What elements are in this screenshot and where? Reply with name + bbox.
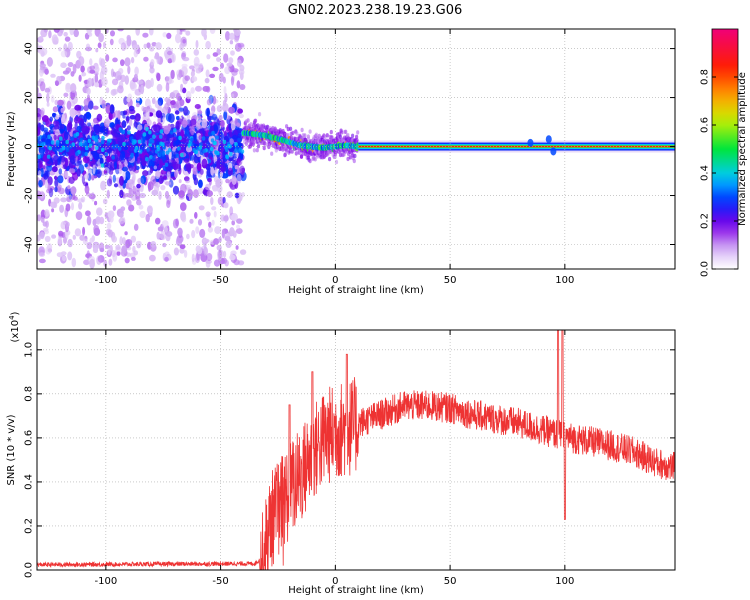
colorbar-tick-label: 0.2 (700, 213, 711, 229)
y-tick-label: -20 (24, 187, 35, 203)
spectrogram-panel: -100 -50 0 50 100 -40 -20 0 20 40 Height of straig… (6, 28, 676, 296)
y-tick-label: 0.8 (24, 386, 35, 402)
x-tick-label: 50 (444, 576, 457, 587)
y-axis-label: Frequency (Hz) (6, 111, 17, 187)
y-axis-exponent: (x104) (8, 311, 21, 342)
y-tick-label: 0.0 (24, 562, 35, 578)
x-tick-label: -50 (212, 576, 228, 587)
spectrogram-grid (37, 29, 675, 269)
spectrogram-plot-area (37, 29, 675, 269)
spectrogram-steady-tone (358, 135, 675, 156)
x-axis-label: Height of straight line (km) (288, 285, 424, 296)
y-tick-label: 0.4 (24, 474, 35, 490)
y-tick-label: 0 (24, 143, 35, 149)
x-tick-label: 0 (332, 275, 338, 286)
x-tick-label: 50 (444, 275, 457, 286)
spectrogram-flex-ridge (241, 112, 361, 165)
x-tick-label: -100 (94, 576, 117, 587)
chart-title: GN02.2023.238.19.23.G06 (288, 3, 463, 18)
x-tick-label: -100 (94, 275, 117, 286)
x-tick-label: 0 (332, 576, 338, 587)
snr-frame (36, 329, 676, 571)
x-tick-label: 100 (555, 576, 574, 587)
snr-series-line (37, 330, 675, 570)
colorbar-tick-label: 0.8 (700, 69, 711, 85)
colorbar-label: Normalized spectral amplitude (737, 72, 748, 226)
y-axis-label: SNR (10 * v/v) (6, 414, 17, 485)
x-axis-label: Height of straight line (km) (288, 585, 424, 596)
x-tick-label: -50 (212, 275, 228, 286)
y-tick-label: 40 (24, 42, 35, 55)
y-tick-label: -40 (24, 236, 35, 252)
y-tick-label: 0.6 (24, 430, 35, 446)
spectrogram-noise-region (37, 29, 247, 269)
x-tick-label: 100 (555, 275, 574, 286)
colorbar-tick-label: 0.6 (700, 117, 711, 133)
colorbar-tick-label: 0.0 (700, 261, 711, 277)
y-tick-label: 1.0 (24, 342, 35, 358)
y-tick-label: 0.2 (24, 518, 35, 534)
colorbar-tick-label: 0.4 (700, 165, 711, 181)
snr-panel: -100 -50 0 50 100 0.0 0.2 0.4 0.6 0.8 1.0 Height of… (6, 311, 676, 596)
colorbar: 0.0 0.2 0.4 0.6 0.8 Normalized spectral ampli… (700, 28, 748, 277)
spectrogram-frame (36, 28, 676, 270)
colorbar-gradient (711, 28, 739, 270)
y-tick-label: 20 (24, 91, 35, 104)
